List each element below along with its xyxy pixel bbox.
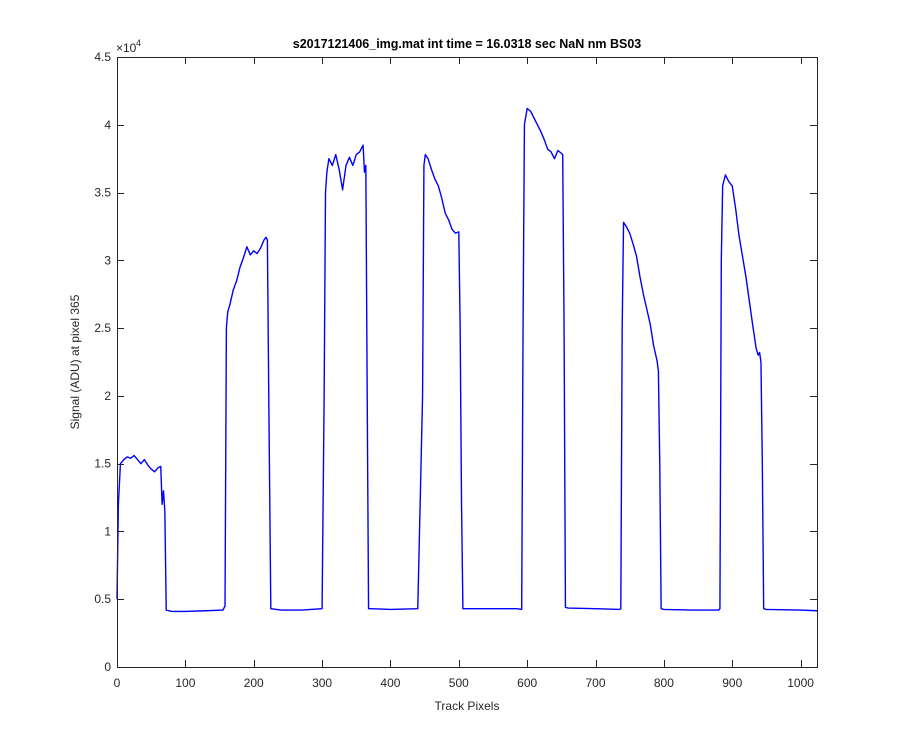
x-tick-label: 1000 (787, 676, 814, 690)
plot-area (117, 57, 817, 667)
y-tick-label: 1.5 (94, 457, 111, 471)
x-tick-label: 100 (175, 676, 195, 690)
x-tick-label: 300 (312, 676, 332, 690)
x-tick-label: 600 (517, 676, 537, 690)
data-layer (116, 107, 818, 613)
y-tick-label: 2 (104, 389, 111, 403)
series-line-0 (116, 107, 818, 613)
exponent-base: ×10 (116, 41, 137, 55)
x-tick-label: 800 (654, 676, 674, 690)
y-axis-label: Signal (ADU) at pixel 365 (68, 294, 82, 429)
y-tick-label: 0.5 (94, 592, 111, 606)
x-axis-label: Track Pixels (435, 699, 500, 713)
x-tick-label: 500 (449, 676, 469, 690)
exponent-power: 4 (136, 38, 141, 48)
y-tick-label: 4 (104, 118, 111, 132)
y-tick-label: 2.5 (94, 321, 111, 335)
x-tick-label: 200 (244, 676, 264, 690)
axes-box (117, 57, 818, 668)
y-tick-label: 3.5 (94, 186, 111, 200)
y-tick-label: 3 (104, 253, 111, 267)
x-tick-label: 700 (586, 676, 606, 690)
x-tick-label: 0 (114, 676, 121, 690)
x-tick-label: 900 (722, 676, 742, 690)
x-tick-label: 400 (380, 676, 400, 690)
y-axis-exponent: ×10 4 (116, 38, 141, 55)
chart-title: s2017121406_img.mat int time = 16.0318 s… (293, 37, 642, 51)
x-axis-ticks: 0 100 200 300 400 500 600 700 800 900 1000 (114, 57, 814, 690)
y-tick-label: 1 (104, 524, 111, 538)
y-tick-label: 4.5 (94, 50, 111, 64)
y-tick-label: 0 (104, 660, 111, 674)
y-axis-ticks: 0 0.5 1 1.5 2 2.5 3 3.5 4 4.5 (94, 50, 817, 674)
